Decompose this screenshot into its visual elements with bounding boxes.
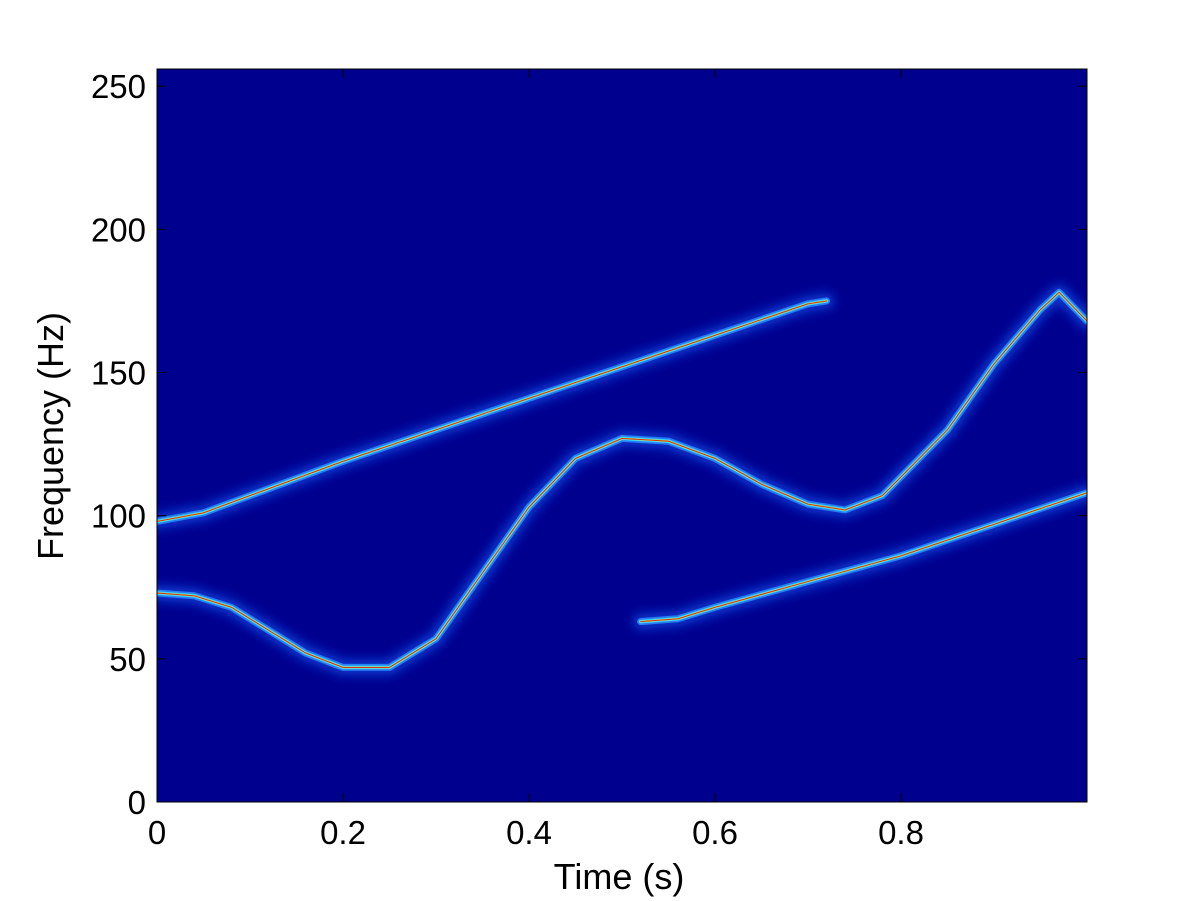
y-axis-label: Frequency (Hz) [30, 312, 71, 560]
x-tick-label: 0.8 [878, 814, 924, 851]
y-tick-label: 50 [109, 641, 146, 678]
y-tick-label: 200 [91, 211, 146, 248]
y-tick-label: 150 [91, 355, 146, 392]
x-tick-label: 0 [148, 814, 166, 851]
ridge-line-3-layer-4 [640, 492, 1087, 623]
x-tick-label: 0.2 [320, 814, 366, 851]
y-tick-label: 0 [128, 784, 146, 821]
ridge-line-2-layer-4 [157, 291, 1087, 668]
x-tick-label: 0.4 [506, 814, 552, 851]
x-axis-label: Time (s) [554, 856, 685, 897]
x-tick-label: 0.6 [692, 814, 738, 851]
plot-frame [156, 68, 1088, 803]
y-tick-label: 100 [91, 498, 146, 535]
ridge-line-1-layer-4 [157, 300, 828, 522]
y-tick-label: 250 [91, 68, 146, 105]
